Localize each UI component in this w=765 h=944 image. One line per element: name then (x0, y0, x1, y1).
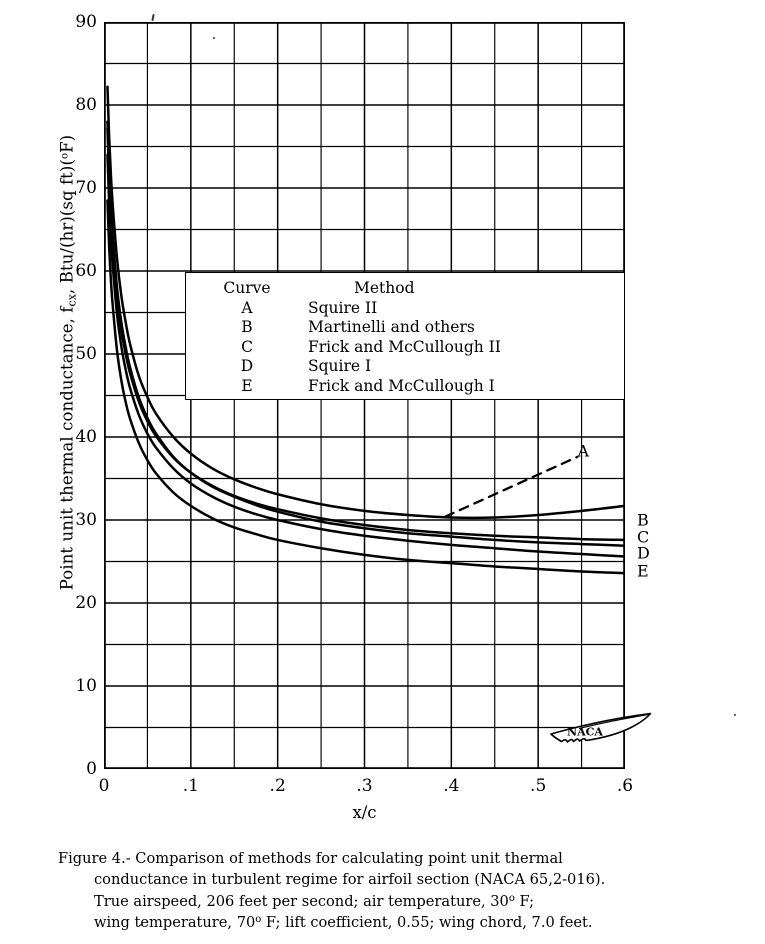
caption-line-2: conductance in turbulent regime for airf… (58, 869, 758, 890)
caption-line-3-degree: o (508, 892, 515, 904)
caption-line-1: Figure 4.- Comparison of methods for cal… (58, 850, 563, 867)
y-axis-title-sub2: x (65, 293, 79, 301)
caption-line-4: wing temperature, 70o F; lift coefficien… (58, 912, 758, 933)
y-tick-label: 40 (75, 427, 97, 447)
legend-curve-letter: A (241, 298, 253, 317)
y-tick-label: 90 (75, 12, 97, 32)
y-tick-label: 80 (75, 95, 97, 115)
caption-line-3: True airspeed, 206 feet per second; air … (58, 891, 758, 912)
legend-row: B Martinelli and others (186, 317, 624, 337)
curve-a (106, 85, 625, 520)
scan-speck (151, 13, 155, 22)
legend-method-name: Squire I (308, 357, 372, 375)
x-axis-title: x/c (352, 803, 377, 822)
y-tick-label: 10 (75, 676, 97, 696)
legend-header-curve: Curve (223, 279, 271, 297)
legend-rows: A Squire II B Martinelli and others C Frick a… (186, 298, 624, 396)
curve-label-e: E (637, 561, 649, 581)
scan-speck (140, 924, 142, 926)
naca-logo: NACA (550, 712, 652, 743)
y-tick-label: 60 (75, 261, 97, 281)
curve-label-a: A (577, 441, 590, 461)
y-axis-title-degree: o (59, 152, 71, 159)
scan-speck (734, 714, 736, 716)
scan-speck (213, 37, 215, 39)
y-axis-title-end: F) (57, 134, 77, 153)
caption-line-3-text: True airspeed, 206 feet per second; air … (94, 892, 509, 910)
x-tick-label: .5 (530, 776, 547, 796)
caption-line-4-text: wing temperature, 70 (94, 914, 256, 932)
y-tick-label: 20 (75, 593, 97, 613)
legend-row: A Squire II (186, 298, 624, 318)
legend-method-name: Frick and McCullough I (308, 376, 495, 395)
legend-curve-letter: E (241, 376, 253, 395)
legend-curve-letter: B (241, 318, 253, 336)
legend-curve-letter: D (240, 357, 254, 375)
y-tick-label: 50 (75, 344, 97, 364)
curve-label-b: B (637, 510, 649, 530)
x-tick-label: .3 (356, 776, 373, 796)
legend-method-name: Frick and McCullough II (308, 337, 501, 356)
curve-e (106, 199, 625, 575)
curve-label-c: C (637, 527, 650, 547)
x-tick-label: .1 (182, 776, 199, 796)
y-tick-label: 0 (86, 759, 97, 779)
legend-row: E Frick and McCullough I (186, 376, 624, 396)
x-tick-label: .6 (616, 776, 634, 796)
caption-line-2-text: conductance in turbulent regime for airf… (94, 871, 606, 889)
caption-line-4-degree: o (255, 914, 262, 926)
legend-method-name: Martinelli and others (308, 318, 475, 336)
legend-row: D Squire I (186, 356, 624, 376)
curve-label-d: D (637, 543, 650, 563)
y-axis-title-sub: c (65, 300, 79, 307)
x-tick-label: 0 (98, 776, 110, 796)
caption-line-4-tail: F; lift coefficient, 0.55; wing chord, 7… (261, 914, 593, 932)
x-tick-label: .4 (443, 776, 460, 796)
y-tick-label: 70 (75, 178, 97, 198)
figure-caption: Figure 4.- Comparison of methods for cal… (58, 848, 758, 934)
curve-a-leader (444, 455, 579, 518)
legend-header-row: Curve Method (186, 278, 624, 298)
legend-curve-letter: C (241, 337, 253, 356)
curve-c (106, 126, 625, 542)
y-tick-label: 30 (75, 510, 97, 530)
legend-row: C Frick and McCullough II (186, 337, 624, 357)
legend-method-name: Squire II (308, 298, 378, 317)
naca-logo-text: NACA (567, 726, 603, 739)
legend-header-method: Method (354, 279, 415, 297)
legend-box: Curve Method A Squire II B Martinelli and o… (185, 272, 625, 400)
curve-d (106, 153, 625, 558)
x-tick-label: .2 (269, 776, 286, 796)
data-curves (106, 85, 625, 575)
caption-line-3-tail: F; (514, 892, 535, 910)
